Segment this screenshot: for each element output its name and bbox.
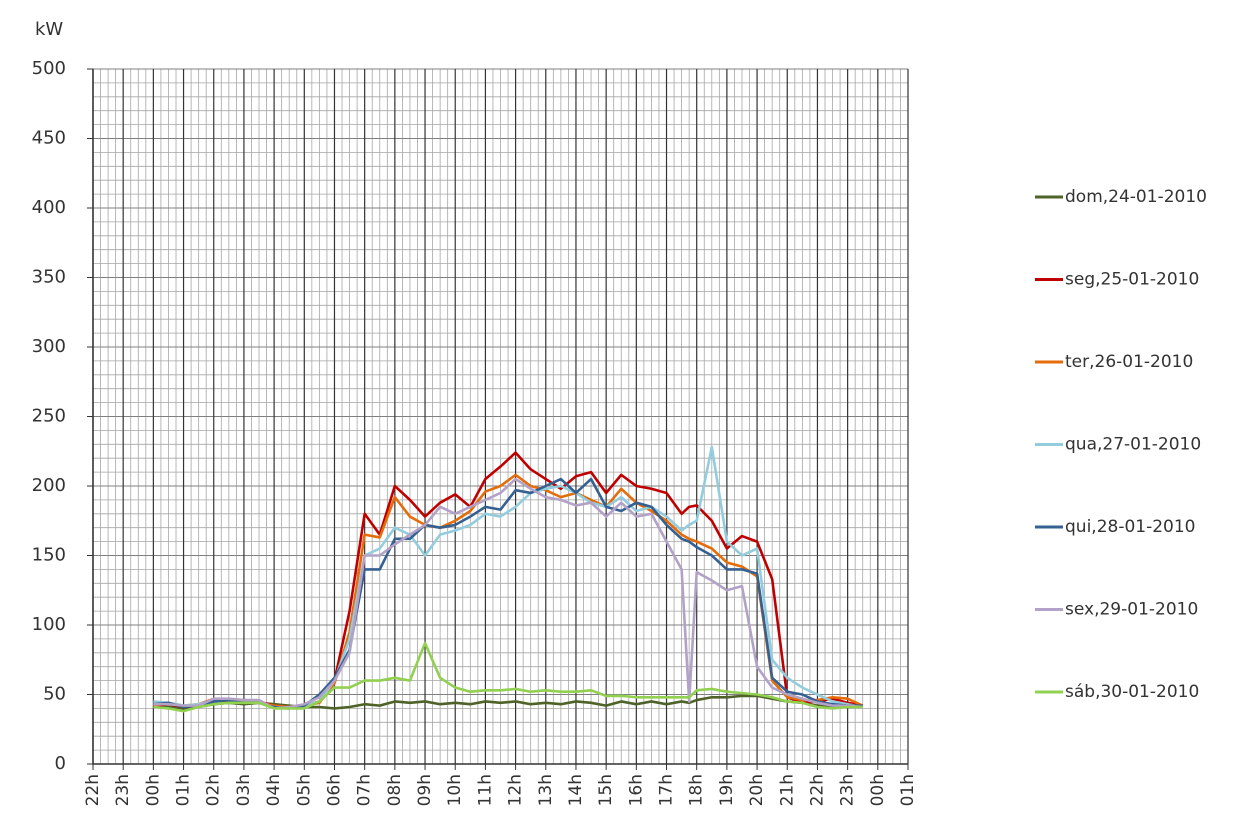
x-tick-label: 13h <box>536 774 556 806</box>
x-tick-label: 23h <box>113 774 133 806</box>
y-tick-label: 300 <box>32 336 66 357</box>
x-tick-label: 03h <box>234 774 254 806</box>
grid <box>87 68 909 770</box>
x-tick-label: 22h <box>83 774 103 806</box>
series-line <box>153 694 863 710</box>
y-tick-label: 150 <box>32 545 66 566</box>
x-tick-label: 08h <box>385 774 405 806</box>
x-tick-label: 11h <box>475 774 495 806</box>
legend-label: sáb,30-01-2010 <box>1065 682 1199 702</box>
x-tick-label: 22h <box>807 774 827 806</box>
x-tick-label: 05h <box>294 774 314 806</box>
y-axis-label: kW <box>35 19 63 40</box>
y-tick-label: 350 <box>32 267 66 288</box>
legend-label: sex,29-01-2010 <box>1065 600 1198 620</box>
x-tick-label: 04h <box>264 774 284 806</box>
legend-label: dom,24-01-2010 <box>1065 187 1207 207</box>
x-tick-label: 12h <box>506 774 526 806</box>
x-tick-label: 10h <box>445 774 465 806</box>
x-tick-label: 23h <box>838 774 858 806</box>
x-tick-label: 19h <box>717 774 737 806</box>
x-tick-label: 07h <box>355 774 375 806</box>
x-tick-label: 02h <box>204 774 224 806</box>
x-tick-label: 00h <box>143 774 163 806</box>
legend-label: qua,27-01-2010 <box>1065 435 1201 455</box>
x-tick-label: 14h <box>566 774 586 806</box>
x-tick-label: 01h <box>174 774 194 806</box>
y-tick-label: 450 <box>32 128 66 149</box>
lines <box>153 445 864 713</box>
x-tick-label: 17h <box>657 774 677 806</box>
y-tick-label: 500 <box>32 58 66 79</box>
x-tick-label: 20h <box>747 774 767 806</box>
x-tick-label: 06h <box>324 774 344 806</box>
legend-label: seg,25-01-2010 <box>1065 270 1199 290</box>
series-line <box>153 473 864 709</box>
y-tick-label: 0 <box>55 753 66 774</box>
legend-label: qui,28-01-2010 <box>1065 517 1196 537</box>
x-tick-label: 16h <box>626 774 646 806</box>
x-tick-label: 01h <box>898 774 918 806</box>
series-line <box>153 641 863 713</box>
x-tick-label: 00h <box>868 774 888 806</box>
legend-label: ter,26-01-2010 <box>1065 352 1193 372</box>
x-tick-label: 15h <box>596 774 616 806</box>
y-tick-label: 100 <box>32 614 66 635</box>
y-tick-label: 400 <box>32 197 66 218</box>
y-tick-label: 250 <box>32 406 66 427</box>
y-tick-label: 200 <box>32 475 66 496</box>
x-tick-label: 09h <box>415 774 435 806</box>
x-tick-label: 21h <box>777 774 797 806</box>
x-tick-label: 18h <box>687 774 707 806</box>
y-tick-label: 50 <box>43 684 66 705</box>
